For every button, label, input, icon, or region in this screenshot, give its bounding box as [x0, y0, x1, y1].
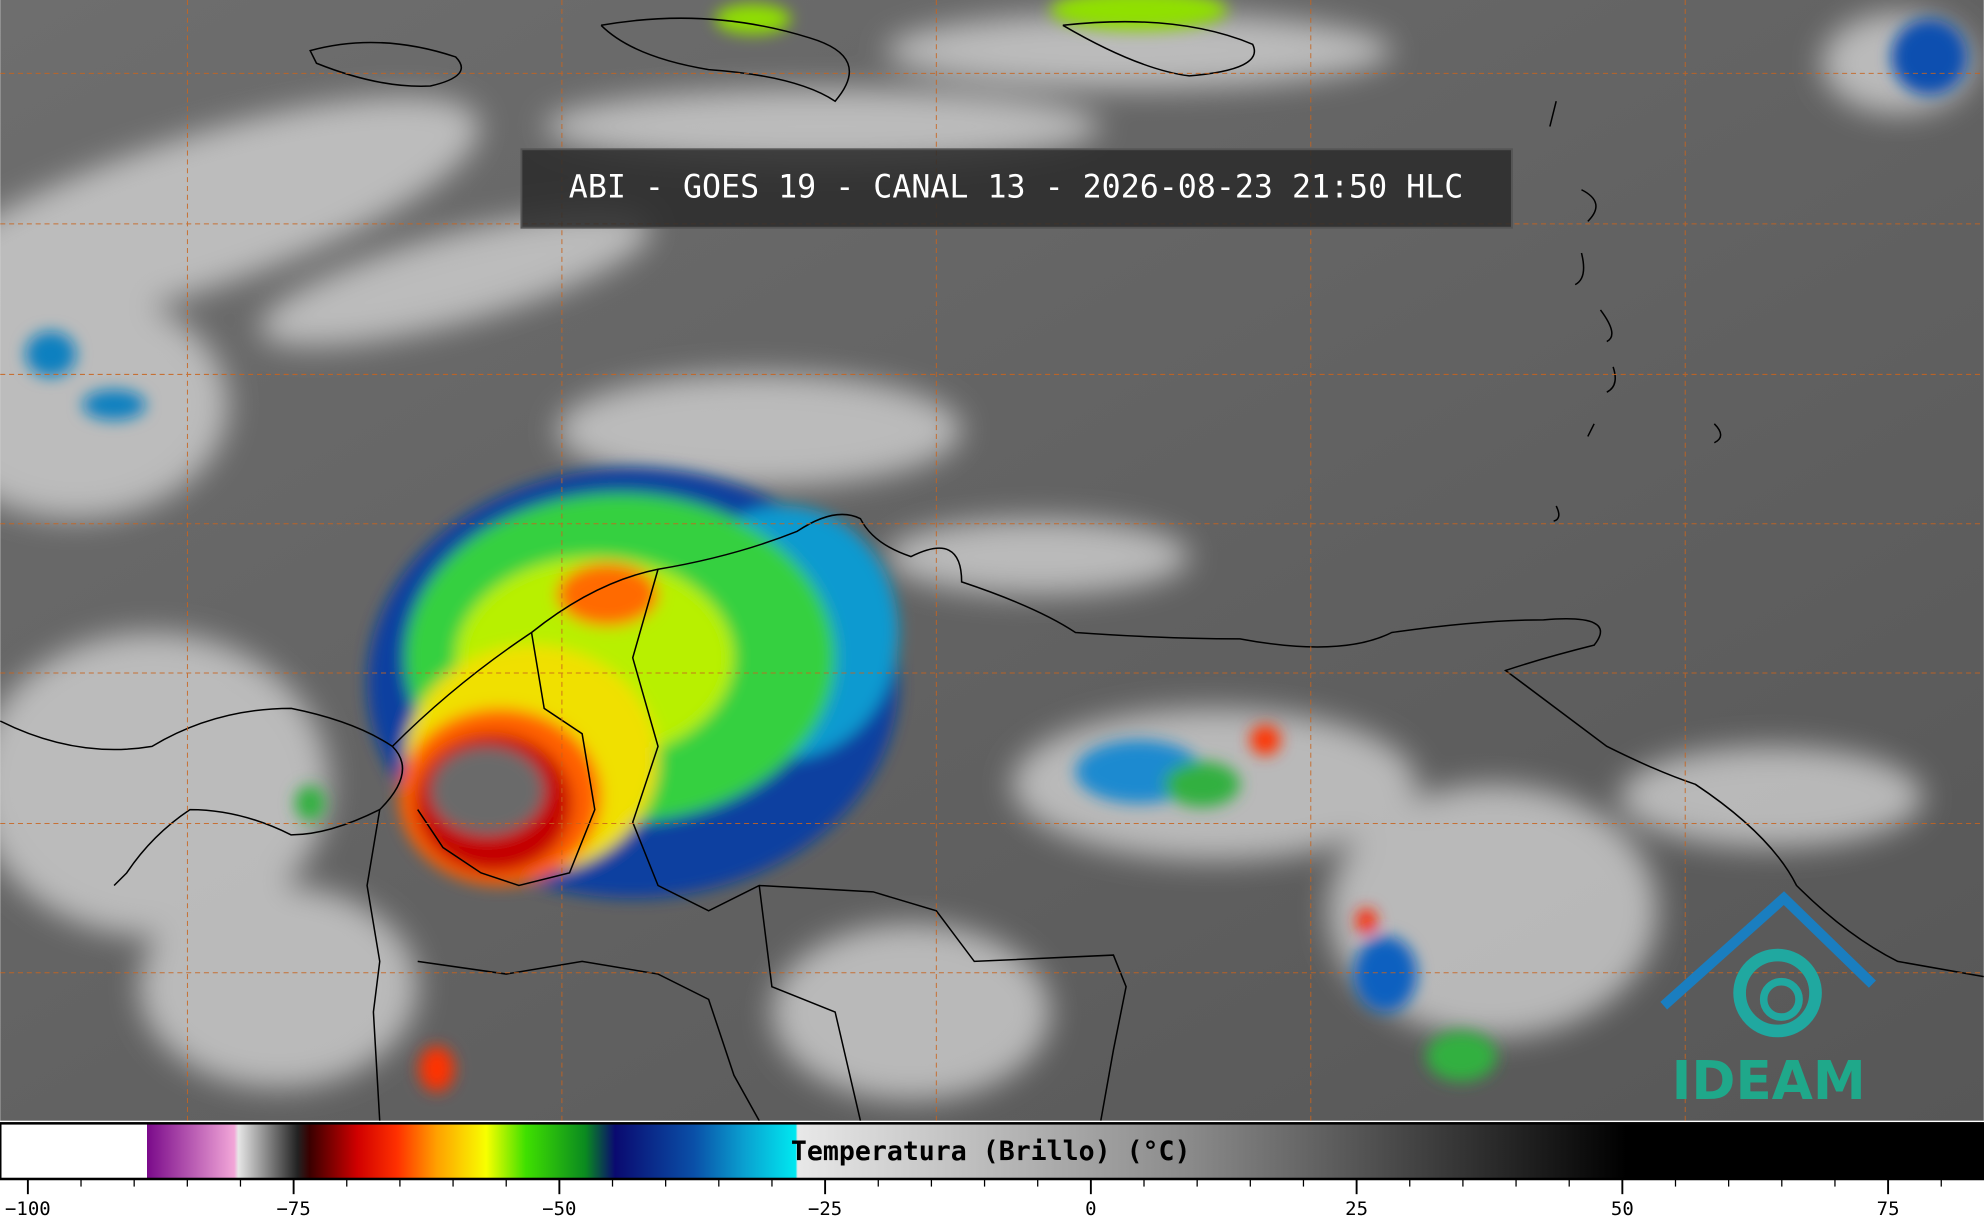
colorbar-ticks: −100 −75 −50 −25 0 25 50 75 [5, 1178, 1942, 1220]
logo: IDEAM [1660, 891, 1876, 1112]
tick-label: 0 [1085, 1198, 1096, 1220]
tick-label: −100 [5, 1198, 51, 1220]
storm-system [25, 0, 1968, 1092]
colorbar [0, 1122, 1984, 1181]
tick-label: 50 [1611, 1198, 1634, 1220]
tick-label: −75 [276, 1198, 310, 1220]
tick-label: −25 [808, 1198, 842, 1220]
logo-text: IDEAM [1672, 1050, 1866, 1112]
tick-label: −50 [542, 1198, 576, 1220]
coastlines [0, 17, 1984, 1122]
tick-label: 75 [1877, 1198, 1900, 1220]
graticule [0, 0, 1984, 1121]
title: ABI - GOES 19 - CANAL 13 - 2026-08-23 21… [569, 169, 1463, 205]
tick-label: 25 [1345, 1198, 1368, 1220]
colorbar-label: Temperatura (Brillo) (°C) [791, 1136, 1191, 1167]
title-box [520, 148, 1513, 229]
